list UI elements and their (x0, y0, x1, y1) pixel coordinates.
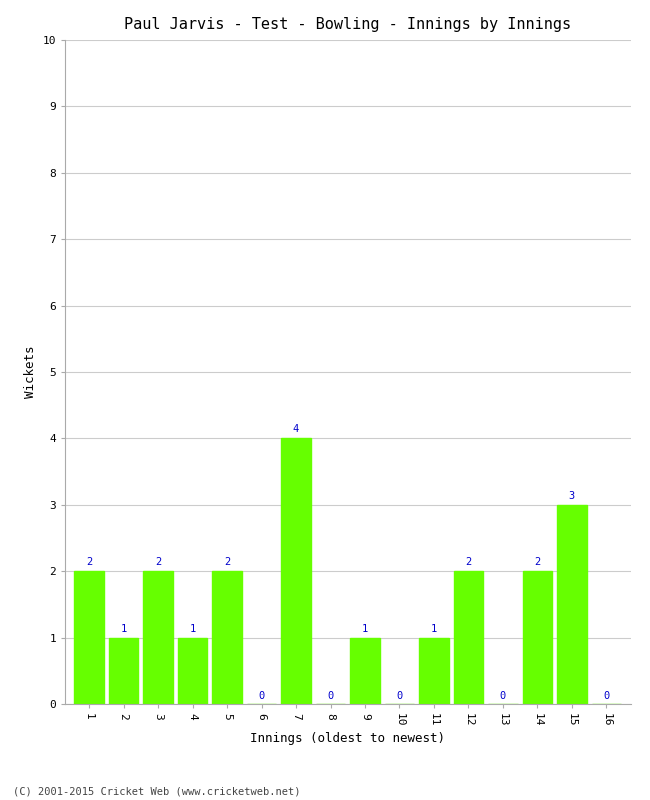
Bar (454, 571, 483, 704)
Text: (C) 2001-2015 Cricket Web (www.cricketweb.net): (C) 2001-2015 Cricket Web (www.cricketwe… (13, 786, 300, 796)
Bar (109, 638, 138, 704)
Text: 2: 2 (465, 558, 471, 567)
X-axis label: Innings (oldest to newest): Innings (oldest to newest) (250, 732, 445, 745)
Bar (144, 571, 173, 704)
Title: Paul Jarvis - Test - Bowling - Innings by Innings: Paul Jarvis - Test - Bowling - Innings b… (124, 17, 571, 32)
Text: 1: 1 (189, 624, 196, 634)
Bar (557, 505, 586, 704)
Text: 0: 0 (500, 690, 506, 701)
Text: 2: 2 (86, 558, 92, 567)
Text: 2: 2 (155, 558, 161, 567)
Text: 0: 0 (259, 690, 265, 701)
Text: 2: 2 (224, 558, 230, 567)
Bar (178, 638, 207, 704)
Text: 0: 0 (603, 690, 610, 701)
Text: 1: 1 (431, 624, 437, 634)
Bar (350, 638, 380, 704)
Bar (75, 571, 104, 704)
Text: 4: 4 (293, 425, 299, 434)
Bar (213, 571, 242, 704)
Text: 0: 0 (396, 690, 402, 701)
Y-axis label: Wickets: Wickets (24, 346, 37, 398)
Text: 1: 1 (120, 624, 127, 634)
Bar (281, 438, 311, 704)
Text: 1: 1 (362, 624, 368, 634)
Bar (523, 571, 552, 704)
Text: 2: 2 (534, 558, 541, 567)
Text: 0: 0 (328, 690, 333, 701)
Text: 3: 3 (569, 491, 575, 501)
Bar (419, 638, 448, 704)
